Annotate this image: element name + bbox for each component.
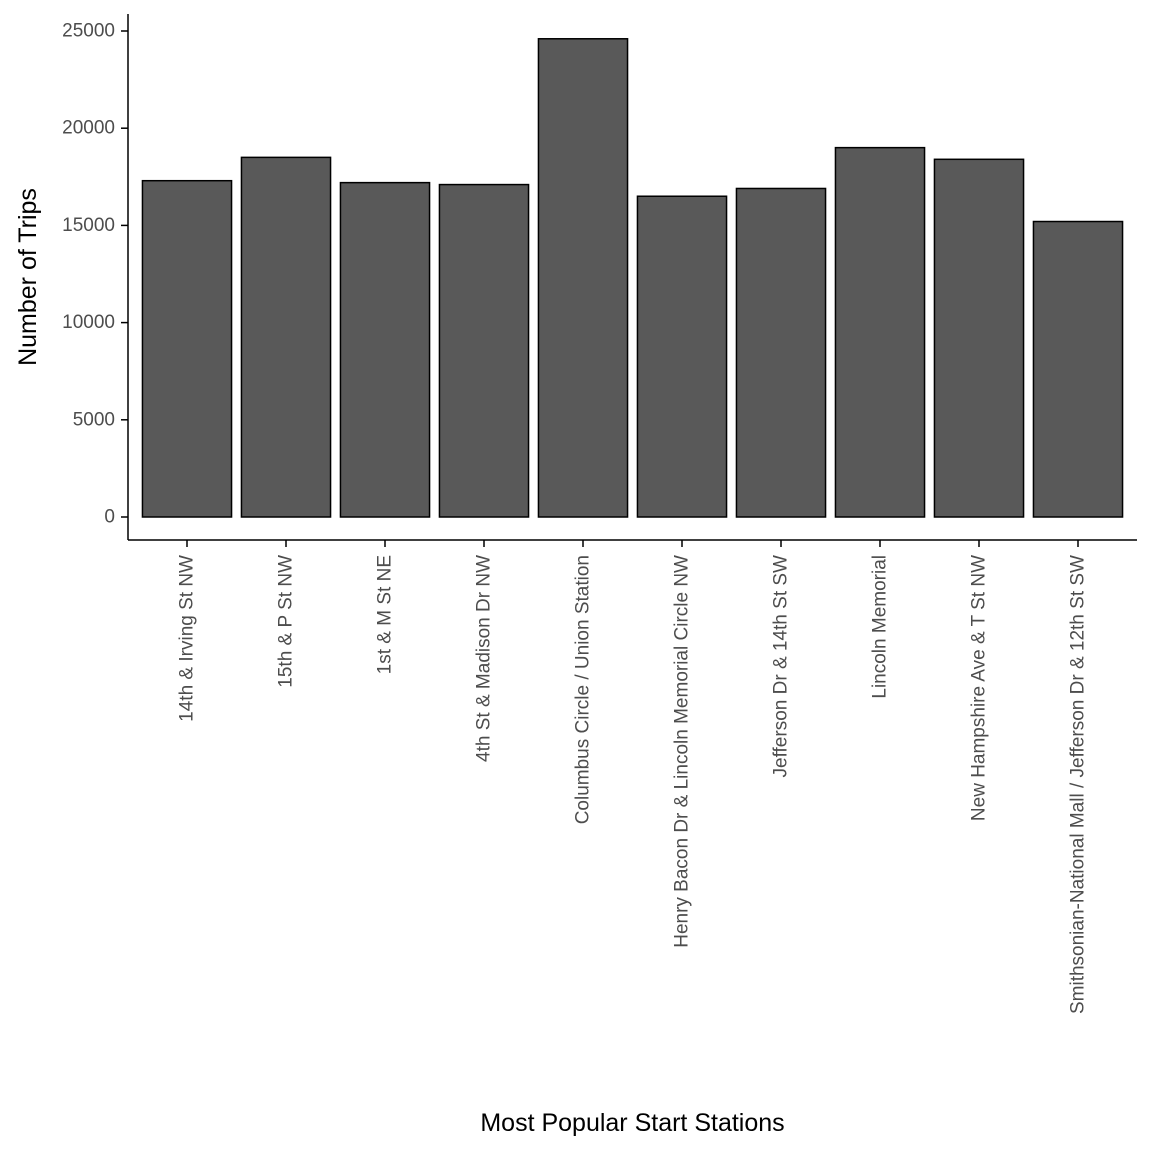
x-tick-label: Jefferson Dr & 14th St SW: [771, 555, 792, 778]
bar: [834, 146, 926, 518]
y-tick-label: 10000: [62, 312, 115, 333]
y-tick-label: 15000: [62, 215, 115, 236]
y-axis-title: Number of Trips: [14, 188, 42, 366]
y-tick-label: 0: [104, 507, 115, 528]
y-tick-label: 5000: [73, 409, 115, 430]
axes-layer: [127, 14, 1137, 541]
bar: [1032, 220, 1124, 518]
x-tick-label: 15th & P St NW: [276, 555, 297, 688]
bars-layer: [141, 38, 1124, 518]
x-tick-label: 1st & M St NE: [375, 555, 396, 674]
bar: [141, 179, 233, 518]
bar: [438, 183, 530, 518]
bar: [636, 195, 728, 518]
bar: [933, 158, 1025, 518]
x-tick-label: New Hampshire Ave & T St NW: [969, 555, 990, 821]
x-tick-label: Henry Bacon Dr & Lincoln Memorial Circle…: [672, 555, 693, 948]
x-axis-title: Most Popular Start Stations: [480, 1109, 784, 1137]
x-tick-label: 14th & Irving St NW: [177, 555, 198, 722]
x-tick-label: 4th St & Madison Dr NW: [474, 555, 495, 762]
x-tick-label: Lincoln Memorial: [870, 555, 891, 699]
bar: [537, 38, 629, 518]
bar: [339, 181, 431, 518]
y-tick-label: 20000: [62, 118, 115, 139]
y-ticks: 0 5000 10000 15000 20000 25000: [62, 21, 128, 528]
bar: [735, 187, 827, 518]
y-tick-label: 25000: [62, 21, 115, 42]
x-tick-label: Columbus Circle / Union Station: [573, 555, 594, 824]
x-tick-label: Smithsonian-National Mall / Jefferson Dr…: [1068, 555, 1089, 1014]
bar: [240, 156, 332, 518]
x-ticks: 14th & Irving St NW 15th & P St NW 1st & M…: [177, 540, 1089, 1014]
